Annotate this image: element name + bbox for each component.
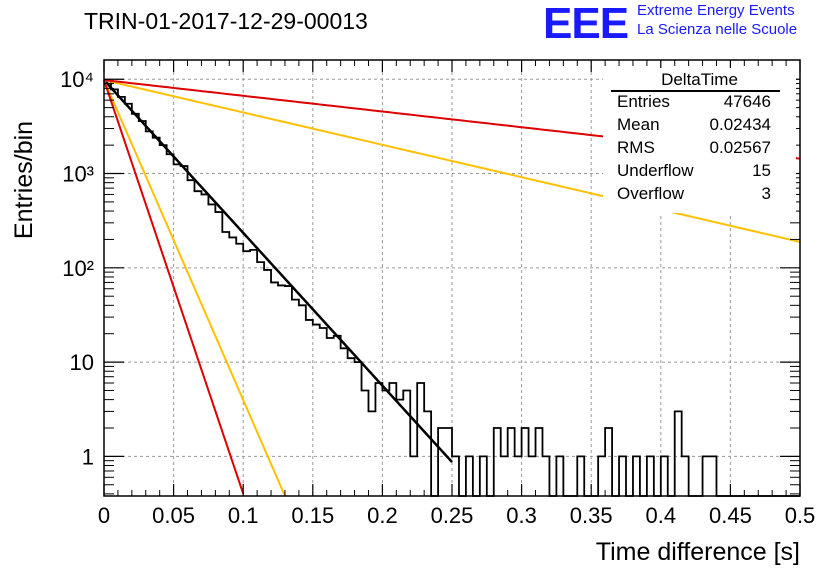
y-axis-label: Entries/bin [10,121,38,239]
stats-box: DeltaTime Entries 47646 Mean 0.02434 RMS… [603,68,796,213]
x-tick-label: 0.1 [228,503,259,528]
stats-key: Mean [617,115,660,134]
x-tick-label: 0.15 [291,503,334,528]
stats-row: Overflow 3 [617,184,771,206]
y-tick-label: 1 [82,444,94,469]
y-tick-label: 10 [70,350,94,375]
stats-value: 3 [761,184,771,203]
stats-name: DeltaTime [661,70,738,89]
x-tick-label: 0.35 [570,503,613,528]
stats-row: Entries 47646 [617,92,771,114]
run-title: TRIN-01-2017-12-29-00013 [84,8,368,34]
x-tick-label: 0.2 [367,503,398,528]
stats-value: 15 [752,161,771,180]
eee-logo: EEE [543,0,629,48]
x-tick-label: 0.45 [709,503,752,528]
x-axis-label: Time difference [s] [596,538,800,566]
fit-curves [103,79,801,497]
tick-labels: 0 0.05 0.1 0.15 0.2 0.25 0.3 0.35 0.4 0.45 0.5 1 10 1… [60,67,815,528]
x-tick-label: 0.4 [646,503,677,528]
fit-curve-1 [103,79,453,463]
stats-value: 47646 [723,92,771,111]
fit-curve-2 [103,79,286,497]
x-tick-label: 0.05 [152,503,195,528]
y-tick-label: 10⁴ [60,67,94,92]
stats-key: Overflow [617,184,685,203]
y-tick-label: 10³ [62,162,94,187]
stats-row: Underflow 15 [617,161,771,183]
x-tick-label: 0.25 [431,503,474,528]
axis-ticks [103,60,801,496]
x-tick-label: 0 [98,503,110,528]
logo-line-2: La Scienza nelle Scuole [637,21,798,38]
fit-curve-4 [103,79,801,243]
histogram-outline [104,80,800,497]
logo-line-1: Extreme Energy Events [637,2,795,19]
x-tick-label: 0.3 [506,503,537,528]
stats-row: RMS 0.02567 [617,138,771,160]
histogram [104,80,800,497]
fit-curve-3 [103,79,245,494]
stats-divider [611,90,780,92]
y-tick-label: 10² [62,256,94,281]
stats-key: Underflow [617,161,694,180]
stats-row: Mean 0.02434 [617,115,771,137]
stats-value: 0.02434 [709,115,771,134]
stats-value: 0.02567 [709,138,771,157]
stats-key: RMS [617,138,655,157]
stats-key: Entries [617,92,670,111]
x-tick-label: 0.5 [785,503,816,528]
